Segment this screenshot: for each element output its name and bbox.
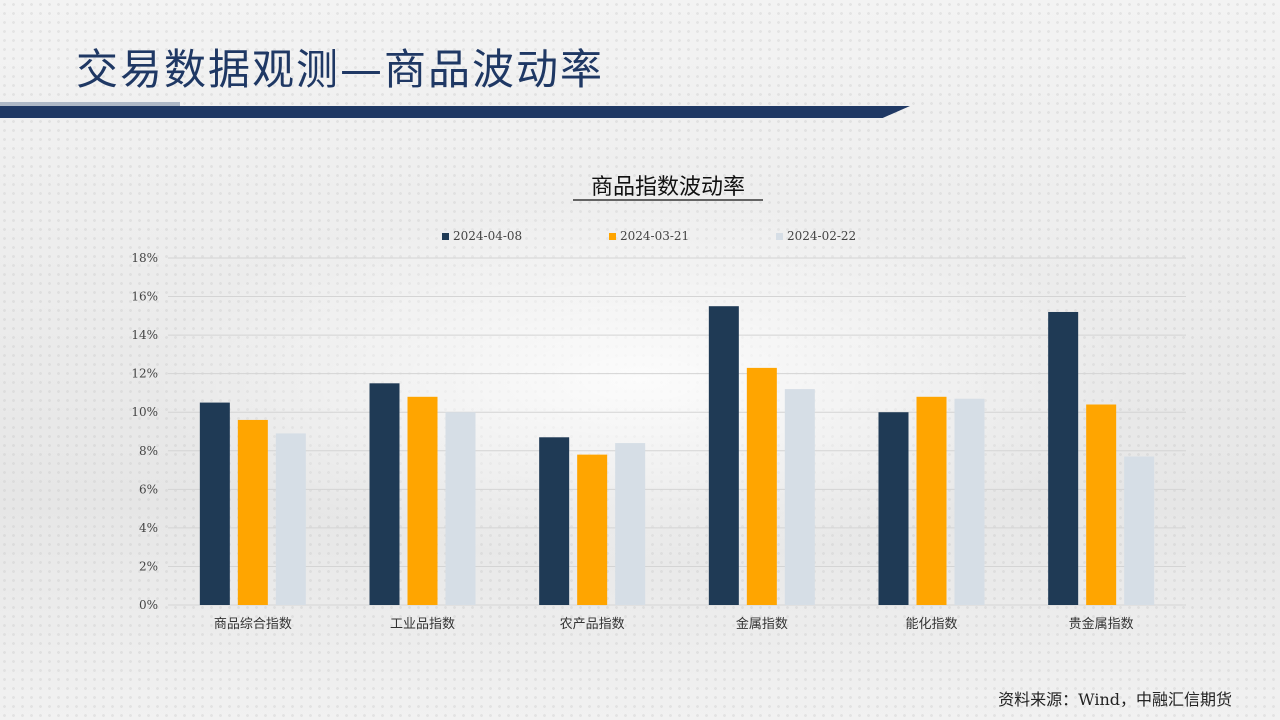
y-tick-label: 8% <box>139 444 158 458</box>
legend-swatch <box>442 233 449 240</box>
bar-2024-02-22 <box>954 398 985 605</box>
x-tick-label: 工业品指数 <box>390 617 455 632</box>
bar-2024-04-08 <box>539 437 570 605</box>
legend-swatch <box>609 233 616 240</box>
legend-label: 2024-03-21 <box>620 229 689 243</box>
bar-2024-02-22 <box>275 433 306 605</box>
bar-2024-02-22 <box>784 389 815 605</box>
y-tick-label: 16% <box>131 290 158 304</box>
bar-2024-04-08 <box>708 306 739 605</box>
bar-2024-04-08 <box>878 412 909 605</box>
bar-2024-02-22 <box>615 443 646 605</box>
legend-label: 2024-04-08 <box>453 229 522 243</box>
source-note: 资料来源：Wind，中融汇信期货 <box>998 690 1232 709</box>
y-tick-label: 18% <box>131 251 158 265</box>
title-accent-line <box>0 102 180 106</box>
bar-2024-03-21 <box>916 396 947 605</box>
y-tick-label: 10% <box>131 405 158 419</box>
bar-2024-04-08 <box>369 383 400 605</box>
legend-label: 2024-02-22 <box>787 229 856 243</box>
bar-2024-03-21 <box>407 396 438 605</box>
y-tick-label: 2% <box>139 559 158 573</box>
x-tick-label: 金属指数 <box>736 616 788 632</box>
bar-2024-02-22 <box>445 412 476 605</box>
y-tick-label: 14% <box>131 328 158 342</box>
chart-title: 商品指数波动率 <box>591 175 745 200</box>
x-tick-label: 商品综合指数 <box>214 617 292 632</box>
bar-2024-03-21 <box>577 454 608 605</box>
bar-2024-03-21 <box>746 367 777 605</box>
page-title: 交易数据观测—商品波动率 <box>76 45 605 94</box>
bar-2024-02-22 <box>1124 456 1155 605</box>
bar-2024-03-21 <box>237 419 268 605</box>
title-underline-bar <box>0 106 910 118</box>
legend-swatch <box>776 233 783 240</box>
x-tick-label: 能化指数 <box>905 617 957 632</box>
x-tick-label: 农产品指数 <box>560 617 625 632</box>
y-tick-label: 12% <box>131 367 158 381</box>
bar-2024-04-08 <box>1048 311 1079 605</box>
y-tick-label: 4% <box>139 521 158 535</box>
y-tick-label: 0% <box>139 598 158 612</box>
y-tick-label: 6% <box>139 482 158 496</box>
bar-2024-03-21 <box>1086 404 1117 605</box>
bar-2024-04-08 <box>199 402 230 605</box>
x-tick-label: 贵金属指数 <box>1069 616 1134 632</box>
